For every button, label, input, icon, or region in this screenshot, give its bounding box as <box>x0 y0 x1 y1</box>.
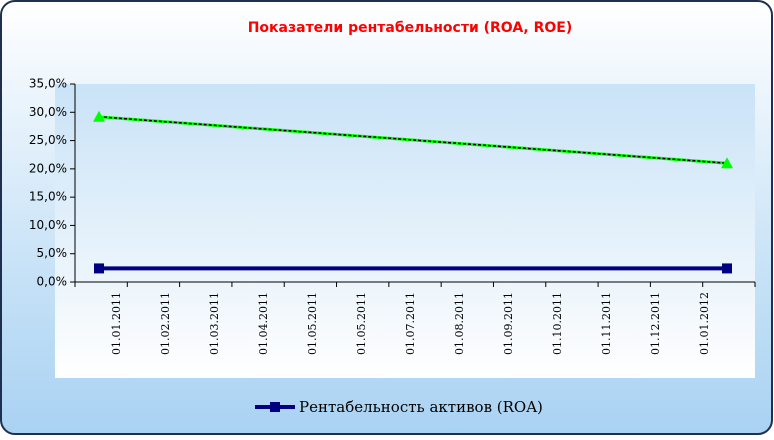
y-tick-label: 5,0% <box>37 246 68 260</box>
x-tick-label: 01.02.2011 <box>159 292 172 355</box>
x-tick-label: 01.07.2011 <box>404 292 417 355</box>
y-tick-label: 0,0% <box>37 275 68 289</box>
marker <box>722 263 732 274</box>
series-line <box>98 115 728 165</box>
x-tick-label: 01.12.2011 <box>649 292 662 355</box>
x-tick-label: 01.01.2011 <box>110 292 123 355</box>
y-tick-label: 10,0% <box>29 218 67 232</box>
y-tick-label: 20,0% <box>29 161 67 175</box>
x-tick-label: 01.09.2011 <box>502 292 515 355</box>
y-tick-label: 15,0% <box>29 190 67 204</box>
x-tick-label: 01.05.2011 <box>355 292 368 355</box>
marker <box>94 263 104 274</box>
x-tick-label: 01.01.2012 <box>698 292 711 355</box>
x-tick-label: 01.03.2011 <box>208 292 221 355</box>
x-tick-label: 01.04.2011 <box>257 292 270 355</box>
x-tick-label: 01.08.2011 <box>453 292 466 355</box>
y-tick-label: 30,0% <box>29 105 67 119</box>
plot-area <box>55 84 755 378</box>
marker <box>93 110 105 122</box>
x-tick-label: 01.10.2011 <box>551 292 564 355</box>
x-tick-label: 01.11.2011 <box>600 292 613 355</box>
marker <box>721 157 733 169</box>
y-tick-label: 25,0% <box>29 133 67 147</box>
legend-marker <box>270 402 280 412</box>
y-tick-label: 35,0% <box>29 77 67 91</box>
x-tick-label: 01.05.2011 <box>306 292 319 355</box>
legend-label: Рентабельность активов (ROA) <box>299 398 543 416</box>
chart-title: Показатели рентабельности (ROA, ROE) <box>248 20 573 36</box>
